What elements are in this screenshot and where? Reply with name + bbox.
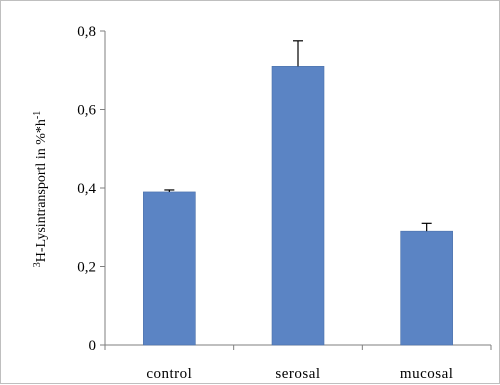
x-tick-label-mucosal: mucosal xyxy=(400,366,454,382)
y-tick-label: 0,2 xyxy=(77,260,96,276)
bar-control xyxy=(143,191,196,346)
bar-serosal xyxy=(271,66,325,346)
x-tick-label-serosal: serosal xyxy=(275,366,320,382)
y-tick-label: 0,6 xyxy=(77,103,96,119)
bar-mucosal xyxy=(400,230,453,346)
x-tick-label-control: control xyxy=(146,366,192,382)
y-ticks: 0 0,2 0,4 0,6 0,8 xyxy=(77,24,105,354)
bars xyxy=(143,66,453,346)
y-axis-label-superscript: 3 xyxy=(32,262,43,267)
y-tick-label: 0,8 xyxy=(77,24,96,40)
y-axis-label: 3H-Lysintransportl in %*h-1 xyxy=(32,111,49,267)
y-tick-label: 0 xyxy=(89,338,97,354)
y-axis-label-exponent: -1 xyxy=(32,111,43,119)
y-axis-label-main: H-Lysintransportl in %*h xyxy=(34,119,49,262)
error-bars xyxy=(164,40,432,232)
y-tick-label: 0,4 xyxy=(77,181,96,197)
x-tick-labels: control serosal mucosal xyxy=(146,366,453,382)
